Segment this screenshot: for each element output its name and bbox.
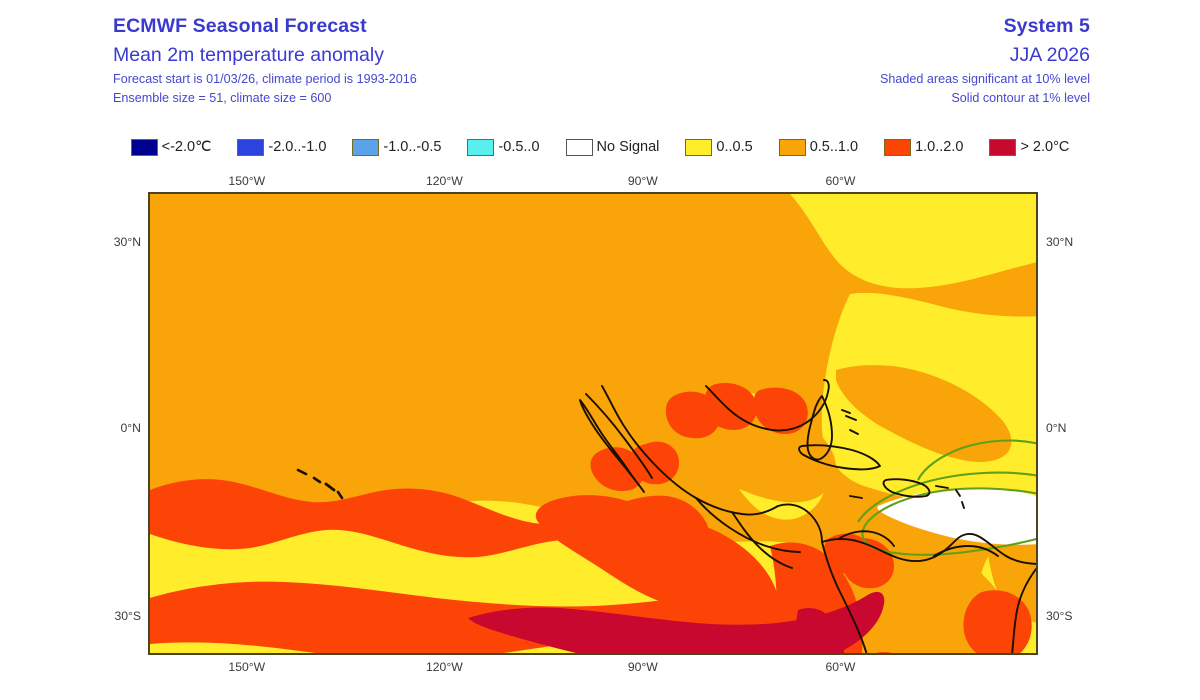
ensemble-size-text: Ensemble size = 51, climate size = 600 [113,91,332,105]
legend-0-05-swatch [685,138,713,156]
legend-no-signal-swatch [565,138,593,156]
legend-minus2-minus1[interactable]: -2.0..-1.0 [237,138,327,156]
legend-minus2-minus1-label: -2.0..-1.0 [268,139,327,155]
header-right-block: System 5 JJA 2026 Shaded areas significa… [880,12,1090,108]
map-container: 150°W 120°W 90°W 60°W 150°W 120°W 90°W 60°W 30°N… [114,174,1073,674]
legend-minus05-0[interactable]: -0.5..0 [467,138,540,156]
lon-label-top-0: 150°W [228,174,266,188]
legend-minus2-minus1-swatch [237,138,265,156]
legend-1-2-swatch [884,138,912,156]
legend-1-2-label: 1.0..2.0 [915,139,964,155]
field-darkred-gt2 [468,591,885,653]
legend-no-signal[interactable]: No Signal [565,138,660,156]
lon-label-bottom-1: 120°W [426,660,463,674]
lat-label-left-0: 30°N [113,235,141,249]
page-subtitle: Mean 2m temperature anomaly [113,44,384,66]
lon-label-bottom-2: 90°W [627,660,658,674]
lon-label-top-1: 120°W [426,174,463,188]
anomaly-field-svg [150,194,1036,653]
coastlines [296,379,1036,653]
lat-label-right-2: 30°S [1046,608,1073,623]
forecast-start-text: Forecast start is 01/03/26, climate peri… [113,72,417,86]
legend-05-1-label: 0.5..1.0 [809,139,859,155]
field-white-no-signal [877,488,1036,545]
legend-1-2[interactable]: 1.0..2.0 [884,138,964,156]
contour-note: Solid contour at 1% level [951,91,1090,105]
lon-label-bottom-0: 150°W [228,660,266,674]
header: ECMWF Seasonal Forecast Mean 2m temperat… [0,0,1200,120]
legend-minus05-0-swatch [467,138,495,156]
lat-label-left-1: 0°N [120,421,141,436]
legend-gt-2-label: > 2.0°C [1020,139,1070,155]
legend-05-1[interactable]: 0.5..1.0 [778,138,859,156]
system-label: System 5 [1003,15,1090,37]
legend-lt-minus2-swatch [130,138,158,156]
legend-05-1-swatch [778,138,806,156]
lat-label-right-1: 0°N [1046,421,1067,436]
season-label: JJA 2026 [1009,44,1090,66]
map-plot-area [148,192,1038,655]
legend-gt-2-swatch [989,138,1017,156]
legend-lt-minus2-label: <-2.0℃ [161,139,212,155]
legend-no-signal-label: No Signal [596,139,660,155]
lon-label-bottom-3: 60°W [825,660,856,674]
legend-minus1-minus05-swatch [352,138,380,156]
legend-minus1-minus05[interactable]: -1.0..-0.5 [352,138,442,156]
legend-0-05-label: 0..0.5 [716,139,753,155]
legend-minus05-0-label: -0.5..0 [498,139,540,155]
significance-note: Shaded areas significant at 10% level [879,72,1090,86]
page-title: ECMWF Seasonal Forecast [113,15,367,37]
lat-label-left-2: 30°S [114,608,141,623]
lon-label-top-3: 60°W [825,174,856,188]
color-legend: <-2.0℃ -2.0..-1.0 -1.0..-0.5 -0.5..0 No Sign… [0,133,1200,161]
legend-minus1-minus05-label: -1.0..-0.5 [383,139,442,155]
lat-label-right-0: 30°N [1046,235,1074,249]
legend-gt-2[interactable]: > 2.0°C [989,138,1070,156]
legend-0-05[interactable]: 0..0.5 [685,138,753,156]
legend-lt-minus2[interactable]: <-2.0℃ [130,138,212,156]
significance-contours [857,439,1036,556]
header-left-block: ECMWF Seasonal Forecast Mean 2m temperat… [113,12,417,108]
lon-label-top-2: 90°W [627,174,658,188]
